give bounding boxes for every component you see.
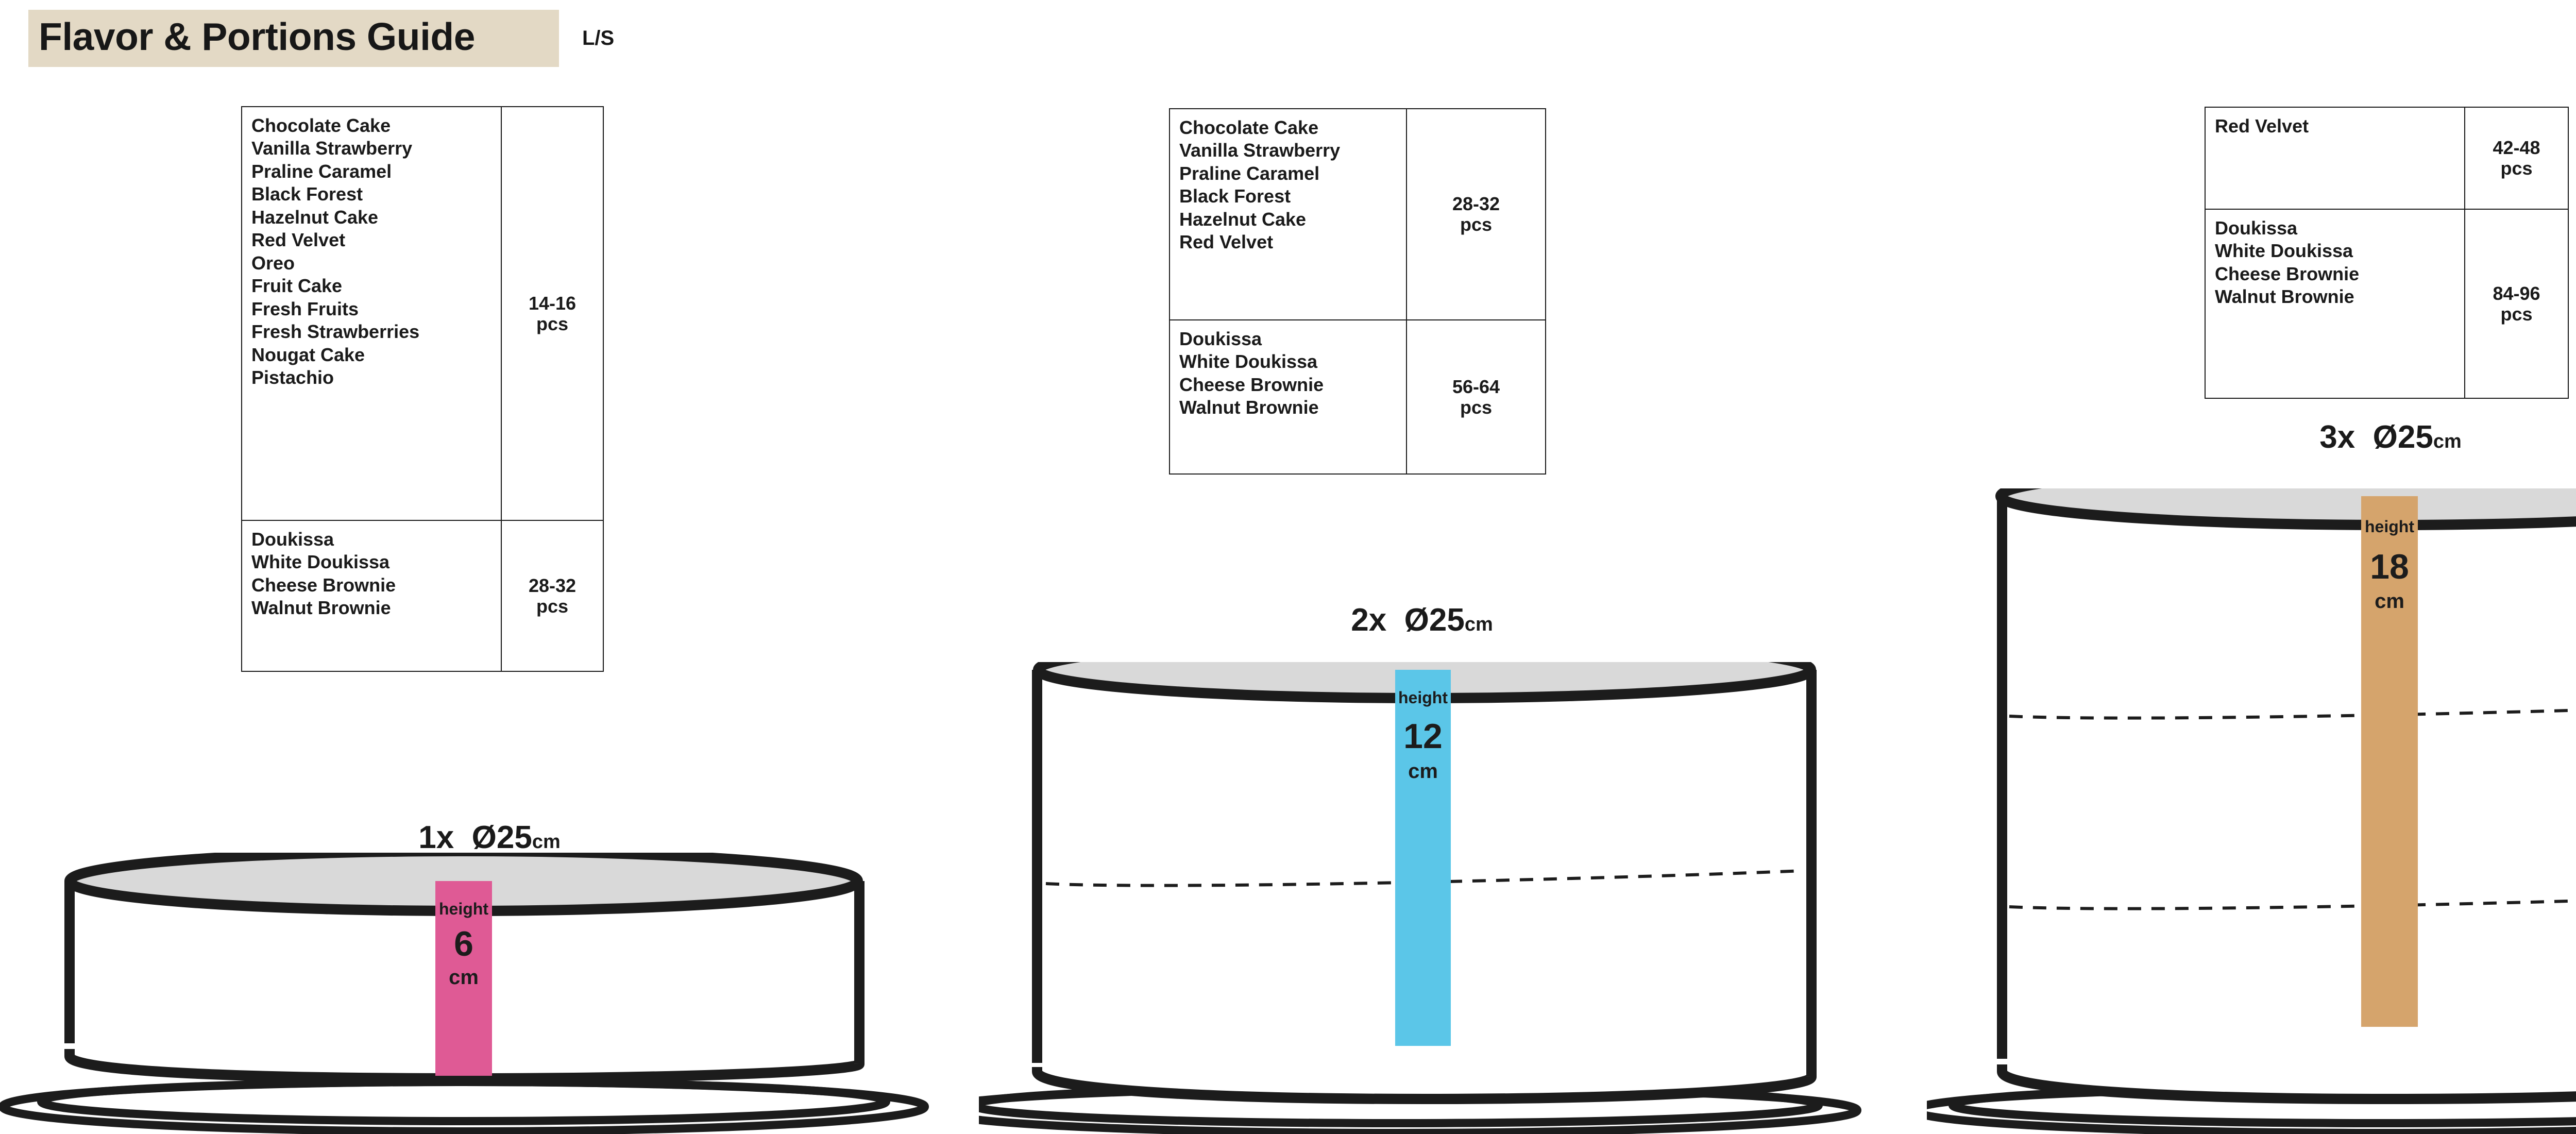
svg-text:cm: cm xyxy=(1408,760,1438,783)
svg-text:18: 18 xyxy=(2370,547,2409,586)
svg-text:cm: cm xyxy=(449,966,479,989)
svg-text:6: 6 xyxy=(454,924,473,963)
svg-text:height: height xyxy=(2365,517,2414,536)
svg-text:height: height xyxy=(439,900,488,918)
svg-text:height: height xyxy=(1398,688,1448,707)
svg-text:12: 12 xyxy=(1403,717,1443,756)
svg-text:cm: cm xyxy=(2375,590,2404,613)
